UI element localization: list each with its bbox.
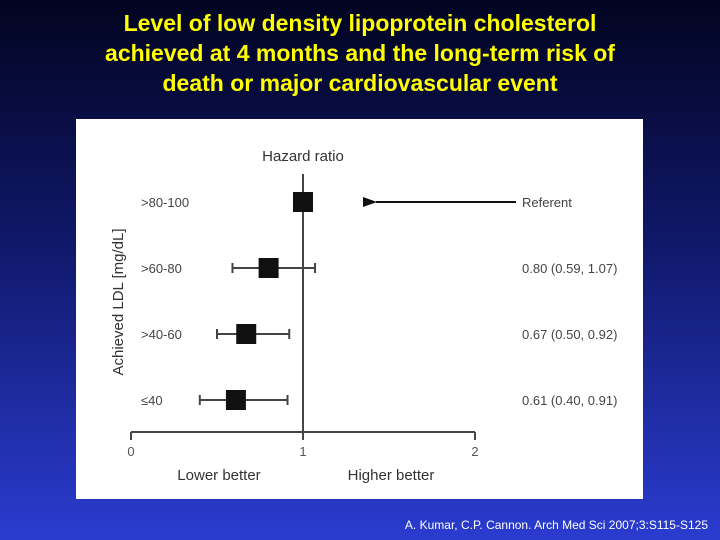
- hr-marker: [258, 258, 279, 278]
- title-line-1: Level of low density lipoprotein cholest…: [123, 10, 597, 36]
- x-tick-label: 1: [299, 444, 306, 459]
- title-line-3: death or major cardiovascular event: [162, 70, 558, 96]
- title-line-2: achieved at 4 months and the long-term r…: [105, 40, 615, 66]
- hr-value-label: 0.67 (0.50, 0.92): [522, 327, 617, 342]
- hr-value-label: 0.61 (0.40, 0.91): [522, 393, 617, 408]
- forest-plot-panel: Hazard ratio Achieved LDL [mg/dL] 0 1 2 Lower…: [76, 119, 643, 499]
- higher-better-label: Higher better: [348, 467, 435, 484]
- referent-label: Referent: [522, 195, 572, 210]
- hr-marker: [236, 324, 257, 344]
- chart-title: Hazard ratio: [262, 148, 344, 165]
- hr-value-label: 0.80 (0.59, 1.07): [522, 261, 617, 276]
- y-axis-label: Achieved LDL [mg/dL]: [110, 228, 127, 375]
- hr-marker: [225, 390, 246, 410]
- x-tick-label: 0: [127, 444, 134, 459]
- citation: A. Kumar, C.P. Cannon. Arch Med Sci 2007…: [404, 518, 708, 532]
- row-category-label: >60-80: [141, 261, 182, 276]
- row-category-label: ≤40: [141, 393, 163, 408]
- forest-plot: Hazard ratio Achieved LDL [mg/dL] 0 1 2 Lower…: [110, 148, 617, 484]
- row-category-label: >40-60: [141, 327, 182, 342]
- lower-better-label: Lower better: [177, 467, 260, 484]
- hr-marker: [293, 192, 313, 212]
- row-category-label: >80-100: [141, 195, 189, 210]
- slide-title: Level of low density lipoprotein cholest…: [0, 8, 720, 98]
- x-tick-label: 2: [471, 444, 478, 459]
